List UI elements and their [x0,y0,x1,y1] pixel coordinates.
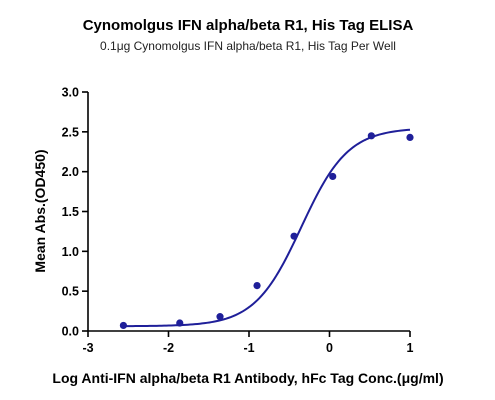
data-point [253,281,261,290]
data-point [290,232,298,240]
x-tick-label: 0 [326,341,333,355]
y-tick-label: 0.5 [62,285,79,299]
data-point [406,133,414,142]
chart-title: Cynomolgus IFN alpha/beta R1, His Tag EL… [83,17,414,34]
data-point [119,321,128,330]
data-points [119,132,414,330]
axes: 0.0 0.5 1.0 1.5 2.0 2.5 3.0 -3 -2 -1 0 1 [62,86,414,356]
x-tick-label: -1 [243,341,254,355]
x-tick-label: -2 [163,341,174,355]
y-tick-label: 3.0 [62,86,79,100]
data-point [329,172,337,181]
x-axis-label: Log Anti-IFN alpha/beta R1 Antibody, hFc… [52,370,443,386]
chart-subtitle: 0.1μg Cynomolgus IFN alpha/beta R1, His … [100,39,396,53]
data-point [367,132,375,140]
data-point [216,313,224,321]
y-tick-label: 1.5 [62,205,79,219]
data-point [176,319,184,327]
fit-curve [123,128,411,328]
fit-curve-group [123,128,411,328]
y-tick-label: 2.0 [62,165,79,179]
y-tick-label: 2.5 [62,125,79,139]
y-tick-label: 0.0 [62,325,79,339]
x-tick-label: -3 [82,341,93,355]
y-axis-label: Mean Abs.(OD450) [32,149,48,272]
x-tick-label: 1 [407,341,414,355]
y-tick-label: 1.0 [62,245,79,259]
